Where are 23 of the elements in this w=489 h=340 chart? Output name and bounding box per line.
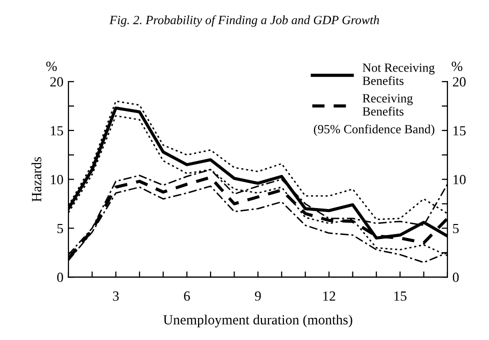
y2-tick-label: 10 [454, 174, 466, 184]
y-tick-label: 15 [50, 126, 64, 136]
y2-tick-label: 5 [453, 224, 459, 234]
text: % [46, 62, 57, 72]
x-tick-label: 12 [323, 291, 336, 301]
y-tick-label: 0 [57, 272, 64, 282]
x-tick-label: 3 [113, 291, 119, 301]
y2-tick-label: 15 [454, 126, 466, 136]
x-axis-title: Unemployment duration (months) [163, 314, 352, 328]
y-tick-label: 10 [50, 174, 64, 184]
legend-label: Receiving Benefits [362, 94, 413, 116]
y-tick-label: 20 [50, 77, 64, 87]
y-tick-label: 5 [57, 224, 64, 234]
x-tick-label: 15 [394, 291, 406, 301]
y2-tick-label: 0 [452, 272, 459, 282]
x-tick-label: 9 [254, 291, 261, 301]
y2-tick-label: 20 [452, 77, 466, 87]
legend-title: (95% Confidence Band) [314, 124, 434, 136]
x-tick-label: 6 [184, 291, 190, 301]
legend-label: Not Receiving Benefits [362, 64, 435, 86]
y-axis-title: Hazards [32, 157, 42, 202]
text: % [452, 62, 462, 72]
chart-title: Fig. 2. Probability of Finding a Job and GDP Growth [109, 15, 379, 27]
